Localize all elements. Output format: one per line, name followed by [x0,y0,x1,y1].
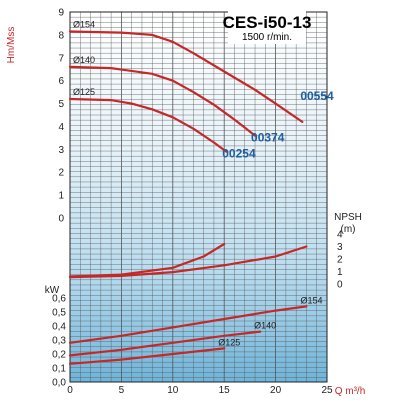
npsh-tick-label: 2 [337,255,343,266]
head-tick-label: 0 [58,214,64,225]
head-tick-label: 7 [58,53,64,64]
x-tick-label: 0 [67,385,73,396]
head-tick-label: 6 [58,76,64,87]
head-tick-label: 2 [58,168,64,179]
power-curve [68,330,262,357]
head-tick-label: 1 [58,191,64,202]
power-curve [68,347,226,365]
curves [68,30,308,365]
power-curve [68,305,308,344]
x-tick-label: 5 [119,385,125,396]
x-tick-label: 15 [219,385,231,396]
power-tick-label: 0,4 [52,322,66,333]
head-axis-label: Hm/Mss [6,27,17,64]
head-curve [68,65,257,137]
chart-subtitle: 1500 r/min. [242,32,292,43]
x-tick-label: 25 [321,385,333,396]
flow-axis-label: Q m³/h [335,386,366,397]
power-axis-label: kW [45,285,60,296]
head-tick-label: 4 [58,122,64,133]
power-tick-label: 0,0 [52,378,66,389]
axes: 0 5 10 15 20 250123456789012340,00,10,20,30,4… [52,8,343,397]
power-tick-label: 0,2 [52,350,66,361]
npsh-curve [68,245,308,279]
head-curve-impeller-label: Ø125 [73,87,95,97]
model-label: 00554 [300,89,334,103]
head-tick-label: 8 [58,30,64,41]
title-box [228,10,306,44]
head-tick-label: 5 [58,99,64,110]
model-label: 00374 [251,131,285,145]
npsh-tick-label: 0 [337,280,343,291]
power-tick-label: 0,3 [52,336,66,347]
head-curve-impeller-label: Ø154 [73,19,95,29]
npsh-tick-label: 3 [337,242,343,253]
head-tick-label: 3 [58,145,64,156]
head-curve-impeller-label: Ø140 [73,55,95,65]
power-tick-label: 0,6 [52,294,66,305]
npsh-tick-label: 1 [337,267,343,278]
head-curve [68,97,228,153]
x-tick-label: 10 [167,385,179,396]
power-tick-label: 0,5 [52,308,66,319]
npsh-axis-label: NPSH [334,212,362,223]
model-label: 00254 [222,147,256,161]
labels: Ø154 00554 Ø140 00374 Ø125 00254 Ø154 Ø140 Ø125 [73,19,334,347]
head-curve [68,30,304,124]
power-curve-impeller-label: Ø140 [254,321,276,331]
head-tick-label: 9 [58,8,64,19]
npsh-axis-unit: (m) [341,224,356,235]
plot-border [69,11,328,383]
power-tick-label: 0,1 [52,364,66,375]
x-tick-label: 20 [270,385,282,396]
chart-title: CES-i50-13 [223,13,312,32]
power-curve-impeller-label: Ø154 [300,295,322,305]
npsh-tick-label: 4 [337,230,343,241]
power-curve-impeller-label: Ø125 [218,337,240,347]
